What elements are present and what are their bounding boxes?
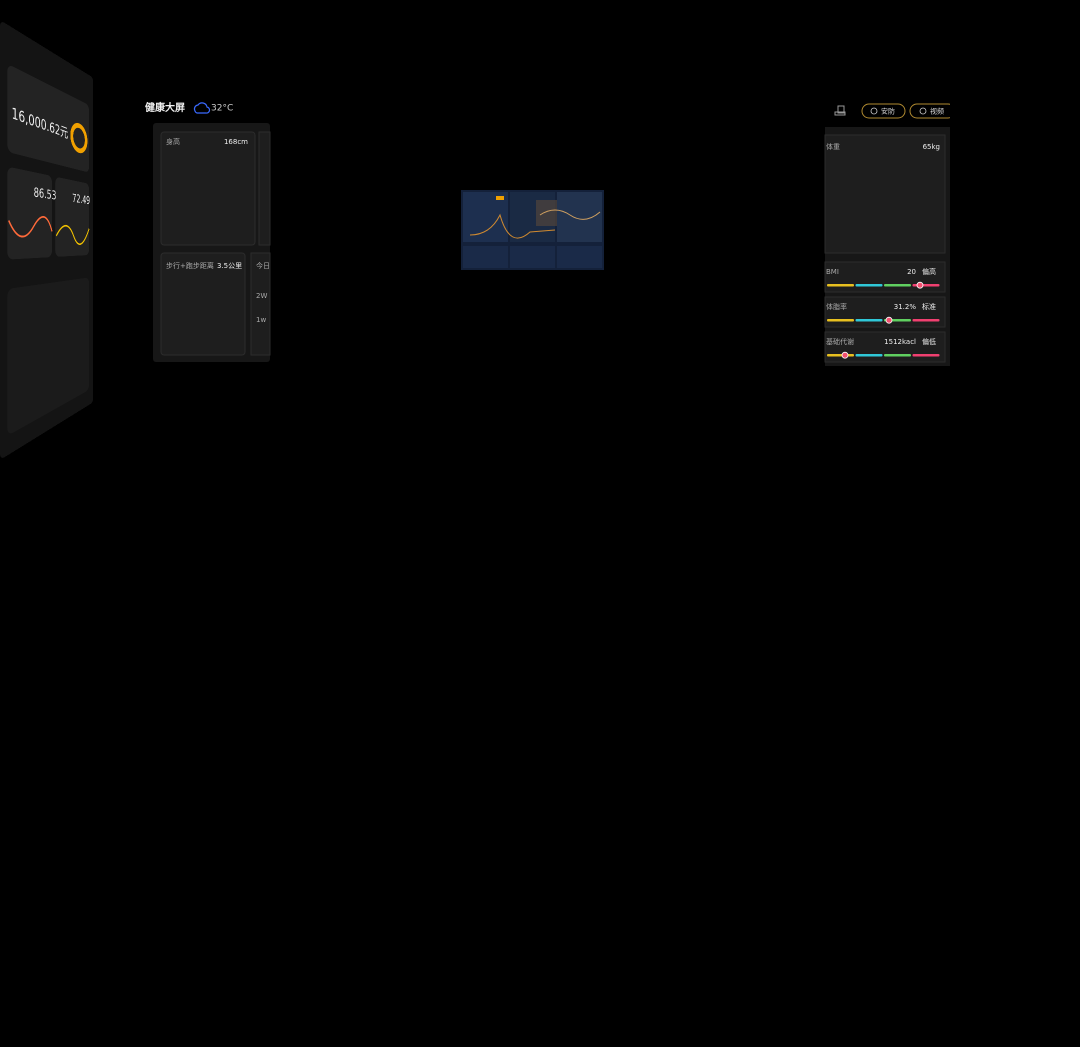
thumb-marker bbox=[496, 196, 504, 200]
scale-segment bbox=[884, 284, 911, 287]
axis-label: 1w bbox=[256, 316, 266, 324]
nav-icon bbox=[834, 105, 846, 116]
axis-label: 2W bbox=[256, 292, 267, 300]
card bbox=[824, 296, 946, 328]
nav-button-label[interactable]: 安防 bbox=[881, 107, 895, 116]
nav-button[interactable] bbox=[861, 103, 906, 119]
card-title: 今日 bbox=[256, 261, 270, 270]
scale-segment bbox=[827, 284, 854, 287]
scale-segment bbox=[827, 354, 854, 357]
nav-button-label[interactable]: 视频 bbox=[930, 107, 944, 116]
metric-status: 偏低 bbox=[922, 337, 936, 346]
scale-segment bbox=[827, 319, 854, 322]
card-value: 3.5公里 bbox=[217, 262, 242, 270]
metric-value: 1512kacl bbox=[884, 338, 916, 346]
nav-icon bbox=[919, 107, 927, 115]
scale-segment bbox=[912, 284, 940, 287]
clip bbox=[950, 100, 960, 122]
card-value: 65kg bbox=[923, 143, 940, 151]
card-title: 步行+跑步距离 bbox=[166, 261, 214, 270]
scale-segment bbox=[855, 284, 883, 287]
metric-name: 体脂率 bbox=[826, 302, 847, 311]
scale-marker bbox=[841, 351, 849, 359]
metric-status: 标准 bbox=[922, 302, 936, 311]
card-title: 体重 bbox=[826, 142, 840, 151]
scale-marker bbox=[885, 316, 893, 324]
metric-name: 基础代谢 bbox=[826, 337, 854, 346]
thumb-tile bbox=[463, 246, 508, 268]
scale-segment bbox=[912, 319, 940, 322]
card bbox=[250, 252, 271, 356]
metric-value: 31.2% bbox=[894, 303, 917, 311]
weather-icon bbox=[193, 102, 211, 114]
title: 健康大屏 bbox=[145, 101, 185, 114]
thumb-tile bbox=[557, 192, 602, 242]
card bbox=[824, 261, 946, 293]
card bbox=[160, 131, 256, 246]
card-value: 168cm bbox=[224, 138, 248, 146]
card-title: 身高 bbox=[166, 137, 180, 146]
thumb-line bbox=[469, 213, 556, 239]
nav-icon bbox=[870, 107, 878, 115]
scale-segment bbox=[912, 354, 940, 357]
card bbox=[160, 252, 246, 356]
thumbnail bbox=[461, 190, 604, 270]
thumb-line bbox=[539, 209, 601, 220]
thumb-tile bbox=[557, 246, 602, 268]
scale-segment bbox=[855, 319, 883, 322]
metric-name: BMI bbox=[826, 268, 839, 276]
card bbox=[258, 131, 271, 246]
scale-marker bbox=[916, 281, 924, 289]
thumb-tile bbox=[510, 246, 555, 268]
temperature: 32°C bbox=[211, 104, 233, 114]
metric-status: 偏高 bbox=[922, 267, 936, 276]
scale-segment bbox=[855, 354, 883, 357]
scale-segment bbox=[884, 354, 911, 357]
metric-value: 20 bbox=[907, 268, 916, 276]
card bbox=[824, 134, 946, 254]
